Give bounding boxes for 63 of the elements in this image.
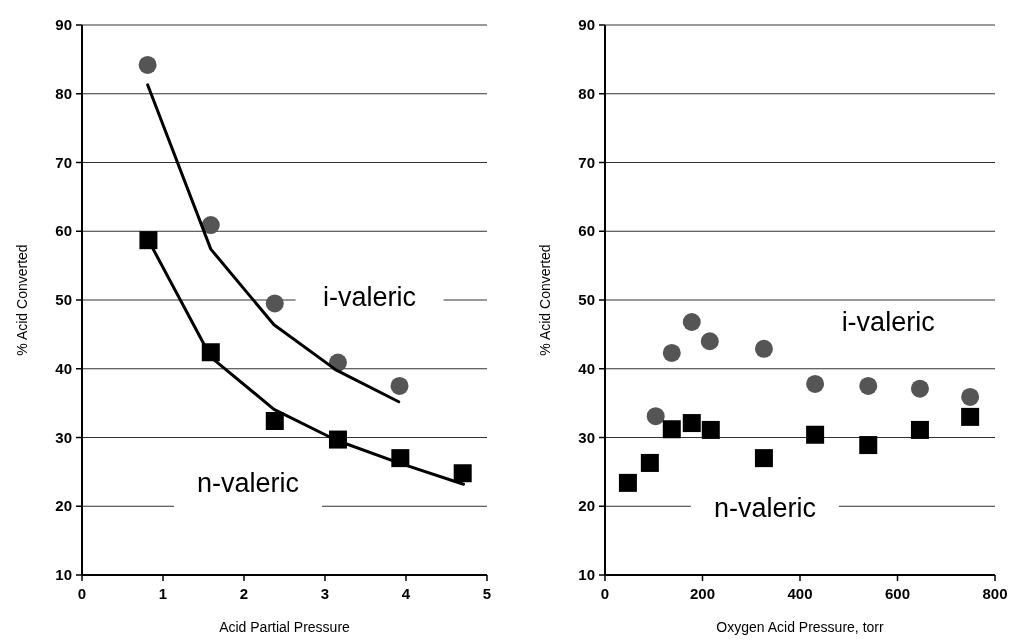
point [754,449,773,468]
y-tick-label: 20 [578,497,595,515]
y-tick-label: 80 [578,84,595,102]
x-tick-label: 1 [158,585,168,602]
point [682,313,701,331]
x-tick-label: 3 [320,585,330,602]
y-tick-label: 50 [55,291,72,308]
y-tick-label: 90 [578,16,595,33]
x-tick-label: 800 [982,585,1008,602]
x-tick-label: 2 [239,585,249,602]
y-tick-label: 60 [578,222,595,240]
y-tick-label: 50 [578,291,595,308]
x-axis-title: Oxygen Acid Pressure, torr [716,619,884,635]
y-tick-label: 70 [55,153,72,171]
point [961,407,980,426]
point [453,464,472,483]
point [265,294,284,313]
point [806,374,825,393]
point [640,453,659,472]
point [138,55,157,74]
x-tick-label: 5 [482,585,492,602]
point [662,420,681,439]
y-tick-label: 70 [578,153,595,171]
series-label: n-valeric [197,468,300,499]
point [201,216,220,235]
y-tick-label: 90 [55,16,72,33]
point [701,420,720,439]
y-tick-label: 60 [55,222,72,240]
x-tick-label: 4 [401,585,411,602]
x-tick-label: 600 [884,585,911,602]
point [910,420,929,439]
series-label: i-valeric [841,307,935,337]
point [859,436,878,455]
point [700,332,719,351]
y-tick-label: 40 [55,359,72,377]
y-axis-title: % Acid Converted [14,244,30,356]
point [618,473,637,492]
y-tick-label: 10 [55,566,72,583]
y-tick-label: 40 [578,359,595,377]
point [961,387,980,406]
point [646,407,665,426]
point [682,414,701,433]
y-tick-label: 80 [55,84,72,102]
point [910,379,929,398]
x-tick-label: 0 [600,585,610,602]
x-axis-title: Acid Partial Pressure [219,619,351,635]
y-tick-label: 30 [55,428,72,446]
point [139,231,158,250]
point [859,376,878,395]
x-tick-label: 400 [787,585,813,602]
x-tick-label: 0 [77,585,87,602]
series-label: i-valeric [323,282,417,313]
point [265,412,284,430]
y-axis-title: % Acid Converted [537,244,553,356]
point [806,425,825,444]
point [662,343,681,362]
point [754,339,773,358]
point [390,376,409,395]
y-tick-label: 20 [55,497,72,515]
y-tick-label: 10 [578,566,595,583]
x-tick-label: 200 [689,585,716,602]
y-tick-label: 30 [578,428,595,446]
series-label: n-valeric [713,492,816,523]
